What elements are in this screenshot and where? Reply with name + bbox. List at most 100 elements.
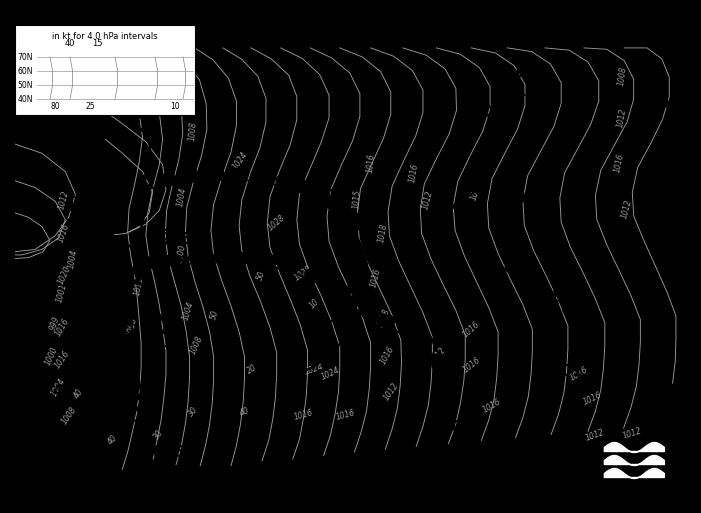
Polygon shape <box>490 123 499 129</box>
Text: 1012: 1012 <box>585 427 606 443</box>
Polygon shape <box>134 417 144 424</box>
Text: L
1009: L 1009 <box>505 178 547 206</box>
Circle shape <box>285 261 301 272</box>
Text: 50N: 50N <box>18 81 33 89</box>
Text: 1000: 1000 <box>43 345 60 366</box>
Text: 1016: 1016 <box>53 317 71 338</box>
Circle shape <box>213 251 229 262</box>
Polygon shape <box>134 452 144 459</box>
Text: 1016: 1016 <box>408 162 421 183</box>
Text: 1012: 1012 <box>100 56 110 76</box>
Polygon shape <box>358 290 367 297</box>
Polygon shape <box>133 462 143 469</box>
Circle shape <box>207 168 224 180</box>
Text: 1012: 1012 <box>133 275 145 297</box>
Text: 1012: 1012 <box>616 107 628 128</box>
Circle shape <box>377 315 395 327</box>
Circle shape <box>295 181 313 193</box>
Text: 1016: 1016 <box>293 408 314 422</box>
Text: 1016: 1016 <box>56 223 71 244</box>
Text: 1024: 1024 <box>320 366 341 382</box>
Text: 1012: 1012 <box>428 345 447 366</box>
Text: 1018: 1018 <box>376 307 392 329</box>
Polygon shape <box>124 345 134 352</box>
Text: H
1031: H 1031 <box>297 297 339 325</box>
Circle shape <box>312 188 329 200</box>
Polygon shape <box>169 355 178 362</box>
Text: 1015: 1015 <box>352 189 362 209</box>
Text: 1008: 1008 <box>187 121 198 142</box>
Polygon shape <box>133 405 143 412</box>
Circle shape <box>238 252 254 263</box>
Text: 60N: 60N <box>18 67 33 75</box>
Polygon shape <box>131 279 141 285</box>
Text: 1012: 1012 <box>622 426 643 441</box>
Polygon shape <box>329 345 339 350</box>
Text: 1008: 1008 <box>188 335 205 357</box>
Polygon shape <box>160 328 170 334</box>
Circle shape <box>359 305 375 315</box>
Text: 1028: 1028 <box>293 264 314 283</box>
Text: 1018: 1018 <box>376 223 389 244</box>
Text: 1003: 1003 <box>320 34 359 48</box>
Polygon shape <box>137 100 146 107</box>
Polygon shape <box>135 73 144 80</box>
Polygon shape <box>128 369 138 377</box>
Polygon shape <box>172 383 182 389</box>
Text: 1016: 1016 <box>53 349 72 370</box>
Text: 1016: 1016 <box>335 408 356 422</box>
Polygon shape <box>133 220 143 226</box>
Polygon shape <box>136 87 145 93</box>
Text: 1001: 1001 <box>55 282 69 304</box>
Polygon shape <box>458 196 468 202</box>
Text: 10: 10 <box>170 102 180 111</box>
Polygon shape <box>165 437 175 443</box>
Text: 1008: 1008 <box>616 66 628 87</box>
Circle shape <box>143 257 159 268</box>
Polygon shape <box>123 332 132 339</box>
Text: 1012: 1012 <box>421 189 435 210</box>
Text: L
1003: L 1003 <box>65 186 108 214</box>
Text: 1016: 1016 <box>461 320 482 340</box>
Text: 10: 10 <box>469 189 480 202</box>
Circle shape <box>430 354 448 366</box>
Circle shape <box>254 170 272 182</box>
Text: 1016: 1016 <box>613 153 625 174</box>
Text: 1024: 1024 <box>174 51 186 72</box>
Circle shape <box>158 173 176 186</box>
Polygon shape <box>135 441 144 448</box>
Polygon shape <box>130 231 141 238</box>
Text: 40: 40 <box>238 406 250 418</box>
Text: L
1003: L 1003 <box>76 331 118 360</box>
Polygon shape <box>122 306 131 313</box>
Polygon shape <box>136 208 146 215</box>
Polygon shape <box>169 424 178 430</box>
Polygon shape <box>165 342 175 348</box>
Polygon shape <box>352 240 361 246</box>
Circle shape <box>276 174 294 187</box>
Text: 40: 40 <box>107 433 120 446</box>
Text: metoffice.gov: metoffice.gov <box>646 458 692 464</box>
Polygon shape <box>123 281 132 288</box>
Text: H
1024: H 1024 <box>22 370 64 399</box>
Text: 1012: 1012 <box>620 199 634 220</box>
Text: H
1017: H 1017 <box>552 351 594 379</box>
Circle shape <box>325 196 341 208</box>
Text: 1008: 1008 <box>60 405 78 426</box>
Text: 1016: 1016 <box>581 390 603 406</box>
Circle shape <box>322 277 338 288</box>
Polygon shape <box>448 203 457 209</box>
Polygon shape <box>472 90 482 96</box>
Text: 70N: 70N <box>18 52 33 62</box>
Polygon shape <box>145 301 155 307</box>
Text: 999: 999 <box>48 315 62 332</box>
Text: L
1006: L 1006 <box>142 432 185 461</box>
Polygon shape <box>311 361 320 367</box>
Text: 1012: 1012 <box>57 189 71 210</box>
Circle shape <box>165 254 182 265</box>
Text: 30: 30 <box>152 428 165 442</box>
Polygon shape <box>141 151 151 157</box>
Polygon shape <box>139 185 149 192</box>
Circle shape <box>405 327 422 339</box>
Text: H
1030: H 1030 <box>307 176 349 204</box>
